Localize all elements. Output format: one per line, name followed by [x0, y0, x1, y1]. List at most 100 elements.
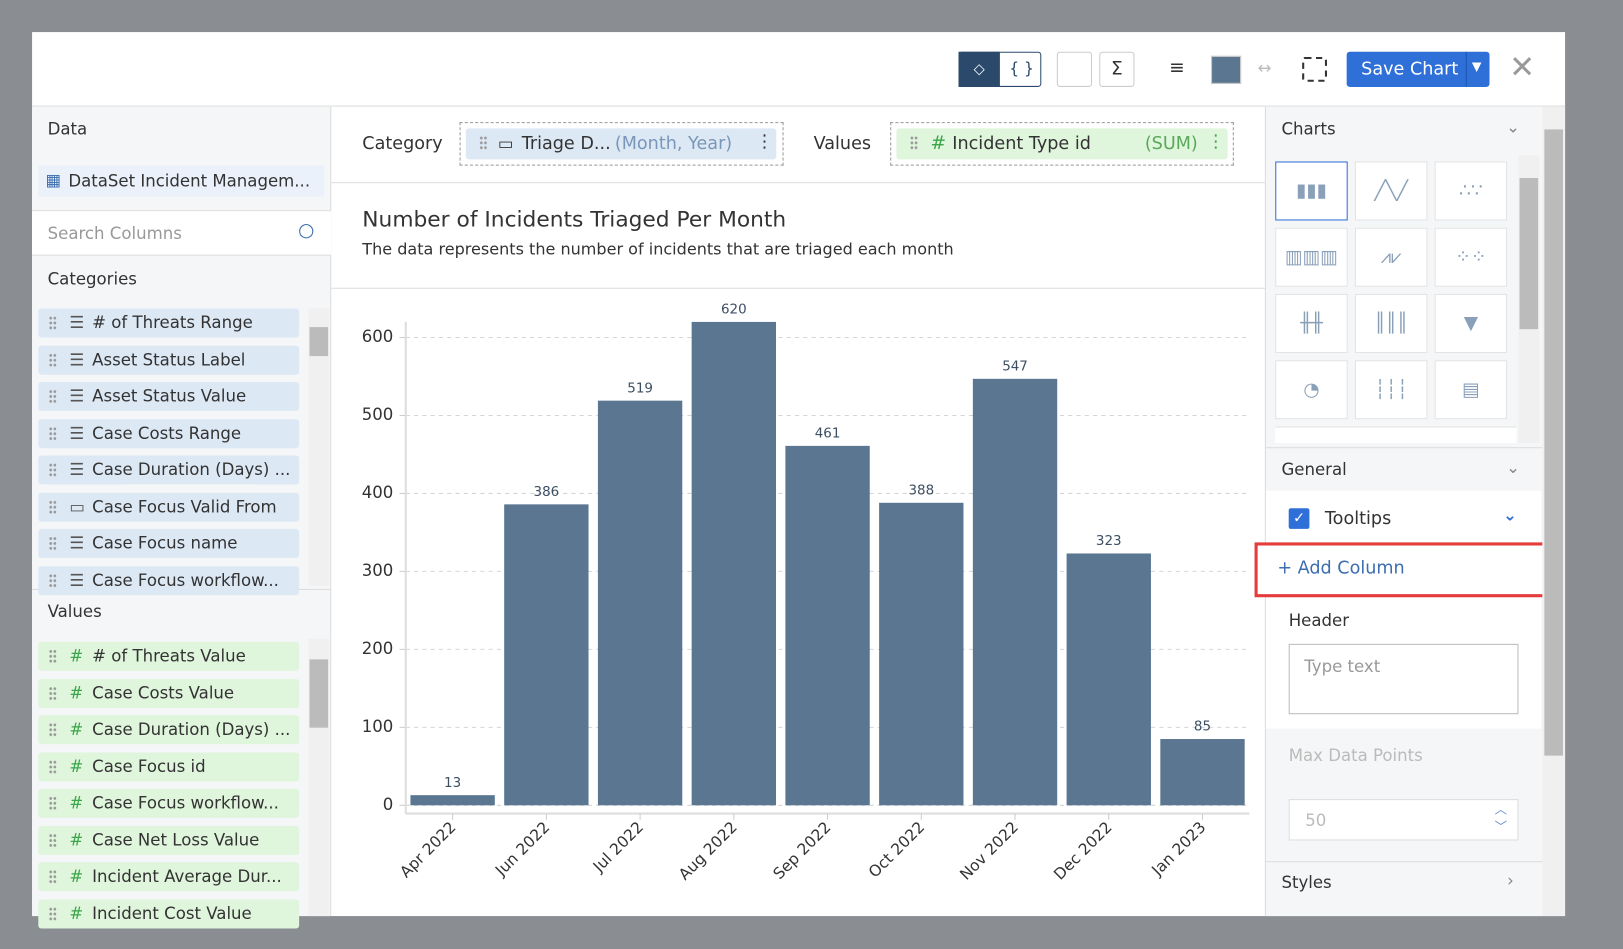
column-item[interactable]: ☰Case Costs Range	[38, 419, 299, 448]
chart-type-button[interactable]: ⩘⩗	[1355, 228, 1427, 287]
column-name[interactable]: Asset Status Label	[92, 349, 245, 369]
save-label[interactable]: Save Chart	[1361, 59, 1458, 80]
fullscreen-button[interactable]	[1302, 57, 1327, 82]
column-item[interactable]: #Case Net Loss Value	[38, 825, 299, 854]
width-button[interactable]: ↔	[1258, 58, 1272, 78]
chevron[interactable]: ›	[1507, 871, 1514, 891]
filter-button[interactable]: ≡	[1159, 52, 1194, 87]
column-name[interactable]: Case Focus workflow...	[92, 570, 279, 590]
tooltips-label[interactable]: Tooltips	[1325, 508, 1391, 529]
chart-type-button[interactable]: ∴∵	[1435, 161, 1507, 220]
color-button[interactable]	[1211, 56, 1241, 84]
column-name[interactable]: Incident Average Dur...	[92, 866, 282, 886]
column-name[interactable]: # of Threats Value	[92, 646, 246, 666]
value-label: 13	[444, 776, 461, 791]
column-name[interactable]: Case Costs Range	[92, 423, 241, 443]
column-item[interactable]: ☰ Case Duration (Days) ...	[38, 455, 299, 484]
column-item[interactable]: ☰# of Threats Range	[38, 308, 299, 337]
column-item[interactable]: #Case Costs Value	[38, 679, 299, 708]
column-item[interactable]: # Incident Average Dur...	[38, 862, 299, 891]
column-name[interactable]: Case Costs Value	[92, 683, 234, 703]
values-aggregate[interactable]: (SUM)	[1145, 134, 1198, 155]
section-title: Charts	[1281, 119, 1335, 139]
category-field[interactable]: Triage D...	[522, 134, 611, 155]
dataset-name[interactable]: DataSet Incident Managem...	[68, 171, 310, 191]
chevron[interactable]: ⌄	[1506, 458, 1520, 478]
column-item[interactable]: # Case Focus id	[38, 752, 299, 781]
section-title: Styles	[1281, 873, 1331, 893]
column-name[interactable]: # of Threats Range	[92, 313, 253, 333]
add-column[interactable]: + Add Column	[1277, 558, 1404, 579]
grip	[49, 352, 57, 366]
tag-button[interactable]: ◇	[959, 52, 1000, 87]
grip	[49, 649, 57, 663]
column-name[interactable]: Case Focus id	[92, 756, 205, 776]
save-dropdown[interactable]: ▼	[1472, 59, 1482, 73]
grip	[49, 686, 57, 700]
search-placeholder[interactable]: Search Columns	[48, 224, 182, 244]
column-icon: #	[69, 862, 83, 891]
column-item[interactable]: ## of Threats Value	[38, 642, 299, 671]
column-name[interactable]: Case Focus Valid From	[92, 496, 277, 516]
column-item[interactable]: ☰Case Focus workflow...	[38, 566, 299, 595]
chart-type-button[interactable]: ◔	[1275, 360, 1347, 419]
chart-type-button[interactable]: ║║║	[1355, 294, 1427, 353]
header-input[interactable]	[1289, 644, 1519, 714]
chart-type-button[interactable]: ▤	[1435, 360, 1507, 419]
column-name[interactable]: Incident Cost Value	[92, 903, 252, 923]
search-icon[interactable]: ○	[298, 219, 314, 241]
column-name[interactable]: Case Duration (Days) ...	[92, 460, 290, 480]
values-field[interactable]: Incident Type id	[952, 134, 1091, 155]
menu-icon[interactable]: ⋮	[1207, 131, 1225, 152]
x-tick-label: Dec 2022	[1050, 818, 1115, 883]
column-item[interactable]: #Incident Cost Value	[38, 899, 299, 928]
chevron[interactable]: ⌄	[1503, 505, 1517, 525]
column-name[interactable]: Case Duration (Days) ...	[92, 719, 290, 739]
column-name[interactable]: Case Focus workflow...	[92, 793, 279, 813]
column-item[interactable]: #Case Duration (Days) ...	[38, 715, 299, 744]
column-item[interactable]: #Case Focus workflow...	[38, 789, 299, 818]
column-item[interactable]: ☰Asset Status Label	[38, 345, 299, 374]
chart-type-button[interactable]: ┆┆┆	[1355, 360, 1427, 419]
chart-type-button[interactable]: ╫╫	[1275, 294, 1347, 353]
chart-type-button[interactable]: ▮▮▮	[1275, 161, 1347, 220]
chart-subtitle: The data represents the number of incide…	[362, 240, 953, 259]
chart-type-button[interactable]: ╱╲╱	[1355, 161, 1427, 220]
value-label: 386	[534, 485, 560, 500]
panel-title: Data	[48, 119, 88, 139]
x-tick-label: Sep 2022	[770, 818, 835, 883]
sum-button[interactable]: Σ	[1099, 52, 1134, 87]
value-label: 519	[627, 381, 653, 396]
chart-type-button[interactable]: ▼	[1435, 294, 1507, 353]
column-item[interactable]: ☰Case Focus name	[38, 529, 299, 558]
max-points-value[interactable]: 50	[1305, 810, 1326, 830]
grip	[49, 906, 57, 920]
column-icon: #	[69, 752, 83, 781]
chart-type-button[interactable]: ▥▥▥	[1275, 228, 1347, 287]
menu-icon[interactable]: ⋮	[756, 131, 774, 152]
category-format[interactable]: (Month, Year)	[615, 134, 732, 155]
scroll-thumb[interactable]	[1544, 129, 1563, 755]
scroll-thumb[interactable]	[309, 659, 328, 727]
bar	[692, 322, 776, 805]
column-icon: ☰	[69, 455, 84, 484]
column-item[interactable]: ▭Case Focus Valid From	[38, 492, 299, 521]
value-label: 85	[1194, 720, 1211, 735]
x-tick-label: Nov 2022	[956, 818, 1022, 884]
checkbox[interactable]: ✓	[1289, 508, 1310, 529]
close-button[interactable]: ✕	[1509, 50, 1535, 86]
column-name[interactable]: Asset Status Value	[92, 386, 246, 406]
spinner[interactable]: ︿﹀	[1495, 801, 1507, 836]
json-button[interactable]: { }	[1009, 59, 1034, 78]
copy-button[interactable]	[1057, 52, 1092, 87]
column-item[interactable]: ☰Asset Status Value	[38, 382, 299, 411]
scroll-thumb[interactable]	[309, 327, 328, 356]
chevron[interactable]: ⌄	[1506, 117, 1520, 137]
scroll-thumb[interactable]	[1520, 178, 1539, 329]
column-name[interactable]: Case Net Loss Value	[92, 830, 259, 850]
x-tick-label: Jan 2023	[1148, 818, 1210, 880]
header-placeholder[interactable]: Type text	[1304, 656, 1380, 676]
chart-type-button[interactable]: ⁘⁘	[1435, 228, 1507, 287]
column-name[interactable]: Case Focus name	[92, 533, 237, 553]
